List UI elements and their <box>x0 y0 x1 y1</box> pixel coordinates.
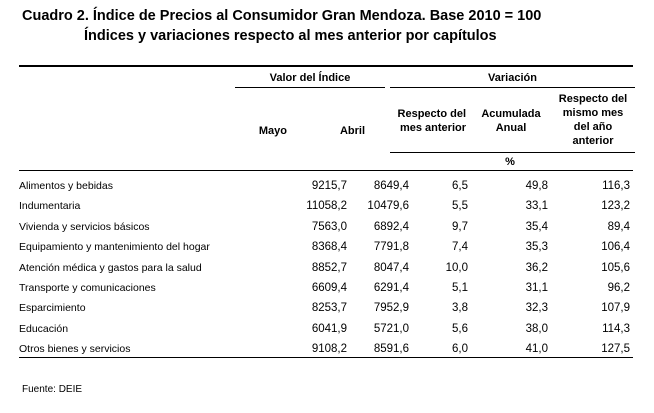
cell-abril: 8591,6 <box>373 343 409 356</box>
header-bottom-rule <box>19 170 633 171</box>
top-rule <box>19 65 633 67</box>
table-subtitle: Índices y variaciones respecto al mes an… <box>84 28 497 44</box>
row-category: Transporte y comunicaciones <box>19 282 156 294</box>
cell-mismo-mes: 89,4 <box>607 220 630 233</box>
row-category: Alimentos y bebidas <box>19 180 113 192</box>
cell-mismo-mes: 114,3 <box>602 322 630 335</box>
header-valor-indice: Valor del Índice <box>269 72 351 84</box>
table-row: Otros bienes y servicios 9108,2 8591,6 6,0 4… <box>19 339 633 359</box>
cell-acumulada: 31,1 <box>525 282 548 294</box>
cell-mismo-mes: 127,5 <box>601 343 630 356</box>
header-mismo-mes-line2: mismo mes <box>562 107 624 119</box>
header-acumulada-line1: Acumulada <box>481 108 541 120</box>
cell-acumulada: 41,0 <box>525 343 548 356</box>
table-row: Alimentos y bebidas 9215,7 8649,4 6,5 49,8 11… <box>19 176 633 196</box>
cell-acumulada: 35,4 <box>525 220 548 233</box>
cell-mismo-mes: 116,3 <box>602 180 630 192</box>
cell-mayo: 11058,2 <box>306 200 347 213</box>
table-row: Educación 6041,9 5721,0 5,6 38,0 114,3 <box>19 319 633 339</box>
table-row: Esparcimiento 8253,7 7952,9 3,8 32,3 107,9 <box>19 298 633 318</box>
cell-mayo: 7563,0 <box>311 220 347 233</box>
cell-abril: 7791,8 <box>373 241 409 254</box>
cell-mayo: 8253,7 <box>311 302 347 315</box>
valor-indice-underline <box>235 87 385 88</box>
table-row: Equipamiento y mantenimiento del hogar 83… <box>19 237 633 257</box>
header-variacion: Variación <box>488 72 537 84</box>
header-respecto-mes-anterior: Respecto del mes anterior <box>385 107 466 135</box>
header-mismo-mes-line1: Respecto del <box>558 93 628 105</box>
table-title: Cuadro 2. Índice de Precios al Consumido… <box>22 8 542 24</box>
row-category: Vivienda y servicios básicos <box>19 220 150 233</box>
table-row: Vivienda y servicios básicos 7563,0 6892,4… <box>19 217 633 237</box>
header-respecto-mes-anterior-line2: mes anterior <box>399 122 466 134</box>
header-acumulada-line2: Anual <box>495 122 527 134</box>
row-category: Atención médica y gastos para la salud <box>19 261 202 274</box>
cell-mes-anterior: 6,0 <box>452 343 468 356</box>
cell-mayo: 6041,9 <box>311 322 347 335</box>
cell-mes-anterior: 5,1 <box>452 282 468 294</box>
variacion-underline <box>390 87 635 88</box>
cell-mes-anterior: 10,0 <box>445 261 468 274</box>
cell-mes-anterior: 5,6 <box>452 322 468 335</box>
cell-acumulada: 35,3 <box>525 241 548 254</box>
cell-mayo: 6609,4 <box>311 282 347 294</box>
cell-mes-anterior: 5,5 <box>452 200 468 213</box>
cell-acumulada: 32,3 <box>525 302 548 315</box>
header-mismo-mes-line3: del año <box>573 121 613 133</box>
cell-mayo: 9108,2 <box>311 343 347 356</box>
cell-mayo: 8852,7 <box>311 261 347 274</box>
cell-mayo: 8368,4 <box>311 241 347 254</box>
cell-mes-anterior: 3,8 <box>452 302 468 315</box>
cell-mismo-mes: 107,9 <box>601 302 630 315</box>
cell-abril: 6892,4 <box>373 220 409 233</box>
cell-mes-anterior: 7,4 <box>452 241 468 254</box>
cell-abril: 5721,0 <box>373 322 409 335</box>
row-category: Esparcimiento <box>19 302 86 315</box>
header-mismo-mes-line4: anterior <box>572 135 614 147</box>
row-category: Indumentaria <box>19 200 81 213</box>
header-abril: Abril <box>339 125 365 137</box>
cell-abril: 8047,4 <box>373 261 409 274</box>
cell-mayo: 9215,7 <box>311 180 347 192</box>
table-row: Indumentaria 11058,2 10479,6 5,5 33,1 123,2 <box>19 196 633 216</box>
cell-mismo-mes: 105,6 <box>601 261 630 274</box>
header-respecto-mes-anterior-line1: Respecto del <box>397 108 466 120</box>
row-category: Equipamiento y mantenimiento del hogar <box>19 241 210 254</box>
row-category: Educación <box>19 322 69 335</box>
cell-abril: 7952,9 <box>373 302 409 315</box>
cell-mes-anterior: 6,5 <box>452 180 468 192</box>
table-row: Atención médica y gastos para la salud 88… <box>19 258 633 278</box>
header-mayo: Mayo <box>258 125 287 137</box>
percent-label: % <box>505 156 515 168</box>
cell-mismo-mes: 96,2 <box>607 282 630 294</box>
cell-acumulada: 38,0 <box>525 322 548 335</box>
cell-mes-anterior: 9,7 <box>452 220 468 233</box>
cell-acumulada: 33,1 <box>525 200 548 213</box>
header-acumulada-anual: Acumulada Anual <box>476 107 546 135</box>
cell-abril: 10479,6 <box>367 200 409 213</box>
cell-acumulada: 36,2 <box>525 261 548 274</box>
cell-abril: 6291,4 <box>373 282 409 294</box>
header-respecto-mismo-mes: Respecto del mismo mes del año anterior <box>553 92 633 148</box>
table-row: Transporte y comunicaciones 6609,4 6291,4 5… <box>19 278 633 298</box>
percent-upper-rule <box>390 152 635 153</box>
cell-abril: 8649,4 <box>373 180 409 192</box>
row-category: Otros bienes y servicios <box>19 343 131 356</box>
cell-acumulada: 49,8 <box>525 180 548 192</box>
bottom-rule <box>19 357 633 358</box>
cell-mismo-mes: 123,2 <box>601 200 630 213</box>
cell-mismo-mes: 106,4 <box>601 241 630 254</box>
source-note: Fuente: DEIE <box>22 384 83 395</box>
